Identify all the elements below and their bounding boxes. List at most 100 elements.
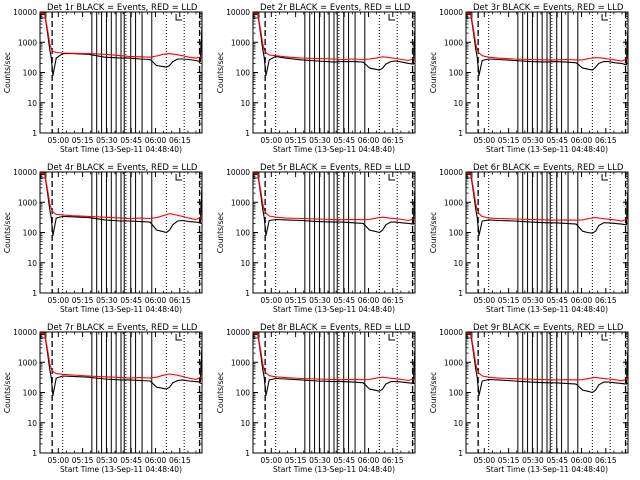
y-axis-label: Counts/sec <box>429 212 438 253</box>
y-axis-label: Counts/sec <box>216 372 225 413</box>
bracket-mark <box>601 334 609 341</box>
bracket-mark <box>175 334 183 341</box>
y-tick-label: 1000 <box>18 198 37 207</box>
corner-mark <box>40 12 47 19</box>
x-tick-label: 06:15 <box>595 136 617 145</box>
x-tick-label: 05:15 <box>72 136 94 145</box>
y-axis-label: Counts/sec <box>3 52 12 93</box>
x-tick-label: 06:15 <box>382 136 404 145</box>
x-tick-label: 05:30 <box>309 136 331 145</box>
y-tick-label: 10 <box>453 99 463 108</box>
x-tick-label: 06:15 <box>169 456 191 465</box>
x-tick-label: 05:45 <box>546 296 568 305</box>
y-tick-label: 1 <box>245 129 250 138</box>
corner-mark <box>253 12 260 19</box>
y-tick-label: 10 <box>27 99 37 108</box>
x-tick-label: 05:30 <box>96 136 118 145</box>
events-series-line <box>465 12 629 76</box>
x-tick-label: 06:00 <box>145 136 167 145</box>
bracket-mark <box>601 174 609 181</box>
panel-3: Det 3r BLACK = Events, RED = LLD 1 10 100 10… <box>429 3 629 154</box>
x-tick-label: 05:45 <box>546 456 568 465</box>
y-tick-label: 10 <box>240 419 250 428</box>
x-tick-label: 06:00 <box>571 296 593 305</box>
y-tick-label: 1000 <box>231 358 250 367</box>
x-tick-label: 06:00 <box>571 456 593 465</box>
x-axis-label: Start Time (13-Sep-11 04:48:40) <box>273 145 395 154</box>
y-tick-label: 100 <box>449 229 464 238</box>
bracket-mark <box>388 334 396 341</box>
y-tick-label: 100 <box>236 389 251 398</box>
events-series-line <box>39 12 203 76</box>
panel-title: Det 4r BLACK = Events, RED = LLD <box>47 163 198 173</box>
lld-series-line <box>465 172 629 222</box>
corner-mark <box>40 332 47 339</box>
x-tick-label: 05:45 <box>120 456 142 465</box>
y-tick-label: 10000 <box>13 328 37 337</box>
y-axis-label: Counts/sec <box>3 212 12 253</box>
y-tick-label: 10000 <box>226 328 250 337</box>
panel-4: Det 4r BLACK = Events, RED = LLD 1 10 100 10… <box>3 163 203 314</box>
x-tick-label: 05:15 <box>498 456 520 465</box>
x-tick-label: 05:00 <box>473 296 495 305</box>
events-series-line <box>252 12 416 76</box>
x-tick-label: 05:30 <box>522 456 544 465</box>
x-tick-label: 05:00 <box>260 456 282 465</box>
panel-1: Det 1r BLACK = Events, RED = LLD 1 10 100 10… <box>3 3 203 154</box>
x-axis-label: Start Time (13-Sep-11 04:48:40) <box>273 465 395 474</box>
panel-title: Det 7r BLACK = Events, RED = LLD <box>47 323 198 333</box>
panel-9: Det 9r BLACK = Events, RED = LLD 1 10 100 10… <box>429 323 629 474</box>
panel-title: Det 2r BLACK = Events, RED = LLD <box>260 3 411 13</box>
panel-7: Det 7r BLACK = Events, RED = LLD 1 10 100 10… <box>3 323 203 474</box>
y-tick-label: 1 <box>32 289 37 298</box>
x-tick-label: 05:30 <box>522 136 544 145</box>
y-tick-label: 10000 <box>13 8 37 17</box>
y-axis-label: Counts/sec <box>429 52 438 93</box>
y-tick-label: 1 <box>458 129 463 138</box>
x-tick-label: 05:15 <box>285 456 307 465</box>
y-tick-label: 1 <box>245 289 250 298</box>
y-tick-label: 10 <box>27 419 37 428</box>
y-tick-label: 10 <box>27 259 37 268</box>
x-tick-label: 06:00 <box>145 456 167 465</box>
y-tick-label: 100 <box>23 229 38 238</box>
x-tick-label: 05:00 <box>473 456 495 465</box>
x-tick-label: 06:00 <box>358 136 380 145</box>
corner-mark <box>466 12 473 19</box>
corner-mark <box>253 332 260 339</box>
bracket-mark <box>175 174 183 181</box>
x-tick-label: 05:00 <box>260 136 282 145</box>
x-tick-label: 05:30 <box>309 456 331 465</box>
y-tick-label: 10000 <box>439 168 463 177</box>
bracket-mark <box>601 14 609 21</box>
x-axis-label: Start Time (13-Sep-11 04:48:40) <box>60 465 182 474</box>
panel-6: Det 6r BLACK = Events, RED = LLD 1 10 100 10… <box>429 163 629 314</box>
x-tick-label: 06:15 <box>382 456 404 465</box>
y-tick-label: 100 <box>23 389 38 398</box>
lld-series-line <box>39 332 203 381</box>
x-tick-label: 05:15 <box>498 136 520 145</box>
lld-series-line <box>465 332 629 382</box>
y-tick-label: 10000 <box>439 328 463 337</box>
panel-5: Det 5r BLACK = Events, RED = LLD 1 10 100 10… <box>216 163 416 314</box>
y-tick-label: 1 <box>32 449 37 458</box>
y-tick-label: 1 <box>458 289 463 298</box>
panel-title: Det 8r BLACK = Events, RED = LLD <box>260 323 411 333</box>
lld-series-line <box>252 172 416 222</box>
panel-title: Det 9r BLACK = Events, RED = LLD <box>473 323 624 333</box>
y-tick-label: 100 <box>449 69 464 78</box>
x-axis-label: Start Time (13-Sep-11 04:48:40) <box>60 145 182 154</box>
panel-title: Det 6r BLACK = Events, RED = LLD <box>473 163 624 173</box>
x-tick-label: 05:30 <box>522 296 544 305</box>
x-axis-label: Start Time (13-Sep-11 04:48:40) <box>486 305 608 314</box>
x-tick-label: 06:00 <box>571 136 593 145</box>
x-tick-label: 06:15 <box>595 456 617 465</box>
events-series-line <box>252 172 416 236</box>
y-tick-label: 100 <box>449 389 464 398</box>
x-tick-label: 05:00 <box>47 296 69 305</box>
events-series-line <box>39 332 203 396</box>
x-tick-label: 06:00 <box>145 296 167 305</box>
corner-mark <box>466 172 473 179</box>
x-tick-label: 06:00 <box>358 296 380 305</box>
